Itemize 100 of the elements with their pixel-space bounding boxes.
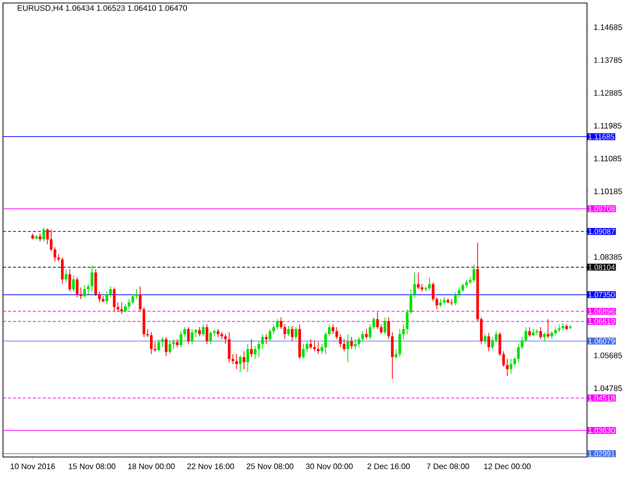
candlestick [57, 254, 60, 262]
candlestick [436, 296, 438, 310]
candlestick [406, 308, 409, 335]
candlestick [161, 336, 164, 348]
candlestick [209, 330, 212, 344]
candlestick [287, 326, 290, 337]
candlestick [105, 291, 108, 305]
candlestick [361, 330, 364, 343]
candlestick [324, 332, 327, 355]
candlestick [332, 324, 334, 335]
candlestick [60, 257, 64, 285]
candlestick [365, 328, 368, 340]
candlestick [484, 334, 486, 344]
candlestick [213, 328, 216, 337]
candlestick [180, 330, 182, 348]
candlestick [372, 316, 376, 330]
candlestick [94, 268, 98, 297]
candlestick [46, 228, 49, 245]
candlestick [83, 284, 86, 298]
candlestick [50, 229, 53, 252]
candlestick [528, 326, 531, 338]
candlestick [513, 356, 516, 367]
candlestick [346, 334, 350, 363]
candlestick [86, 284, 90, 295]
candlestick [539, 326, 542, 340]
candlestick [187, 326, 190, 344]
candlestick [254, 346, 256, 360]
candlestick [150, 332, 153, 355]
candlestick [342, 338, 346, 352]
candlestick [350, 336, 353, 350]
candlestick [398, 328, 402, 358]
candlestick [131, 294, 134, 305]
candlestick [320, 344, 324, 355]
candlestick [368, 324, 372, 340]
candlestick [428, 276, 431, 291]
candlestick [42, 227, 46, 242]
candlestick [109, 286, 112, 298]
candlestick [90, 264, 94, 292]
candlestick [384, 316, 386, 335]
candlestick [506, 358, 509, 376]
candlestick [420, 284, 424, 292]
candlestick [168, 340, 172, 355]
candlestick [235, 354, 238, 370]
candlestick [116, 302, 120, 313]
candlestick [250, 338, 253, 358]
candlestick [280, 316, 282, 330]
candlestick [202, 324, 205, 337]
candlestick [536, 328, 538, 336]
candlestick [358, 336, 360, 348]
candlestick [290, 326, 294, 342]
candlestick [54, 246, 56, 262]
candlestick [387, 316, 390, 340]
candlestick [491, 336, 494, 350]
candlestick [238, 354, 242, 372]
candlestick [413, 272, 416, 298]
candlestick [510, 358, 512, 374]
candlestick [472, 264, 476, 283]
candlestick [268, 328, 272, 342]
candlestick [135, 288, 138, 300]
candlestick [76, 276, 78, 298]
candlestick [328, 324, 331, 337]
candlestick [376, 312, 379, 330]
candlestick [335, 326, 338, 340]
candlestick [112, 287, 116, 312]
candlestick [128, 298, 130, 310]
candlestick [258, 340, 260, 358]
candlestick [494, 330, 498, 343]
candlestick [164, 336, 168, 356]
candlestick [190, 328, 194, 344]
candlestick [294, 326, 298, 340]
candlestick [454, 292, 457, 306]
candlestick [68, 268, 72, 292]
candlestick [380, 324, 383, 335]
candlestick [64, 268, 68, 283]
candlestick [394, 348, 398, 360]
candlestick [72, 275, 75, 292]
candlestick [206, 324, 208, 344]
candlestick [339, 334, 342, 348]
candlestick [228, 332, 231, 363]
candlestick [242, 350, 246, 370]
candlestick [410, 288, 412, 314]
candlestick [391, 332, 394, 380]
candlestick [524, 326, 528, 343]
candlestick [480, 316, 483, 344]
candlestick [154, 342, 156, 352]
candlestick [157, 338, 160, 352]
candlestick [487, 332, 490, 352]
candlestick [402, 324, 405, 340]
candlestick [546, 318, 550, 339]
candlestick [224, 334, 227, 344]
candlestick [283, 324, 286, 340]
candlestick [138, 286, 142, 313]
candlestick [416, 272, 420, 290]
candlestick [276, 318, 279, 330]
candlestick [517, 344, 520, 363]
candlestick [272, 324, 276, 335]
candlestick [183, 326, 186, 338]
candlestick [306, 342, 308, 352]
candlestick [246, 344, 250, 372]
candlestick [302, 344, 305, 360]
